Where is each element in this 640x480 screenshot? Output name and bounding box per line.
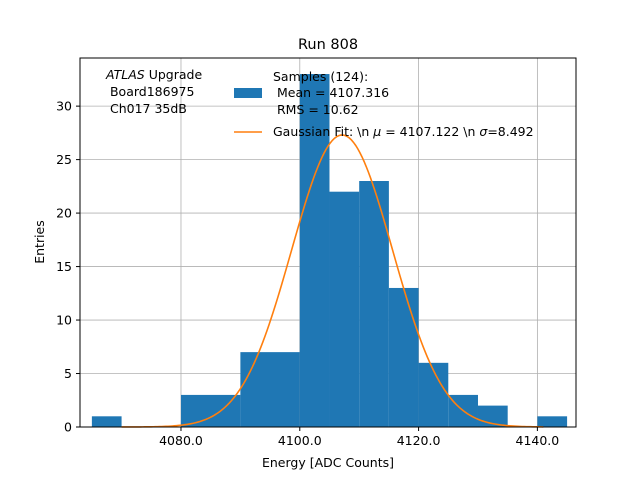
histogram-bar bbox=[299, 74, 330, 427]
legend-histogram-line-1: Samples (124): bbox=[273, 69, 368, 84]
x-tick-label: 4100.0 bbox=[278, 433, 322, 448]
legend-fit-mu: μ bbox=[372, 124, 381, 139]
x-tick-label: 4120.0 bbox=[397, 433, 441, 448]
legend-fit-middle: = 4107.122 \n bbox=[381, 124, 479, 139]
y-tick-label: 15 bbox=[56, 259, 72, 274]
annotation-atlas: ATLAS bbox=[105, 67, 145, 82]
y-tick-label: 0 bbox=[64, 420, 72, 435]
y-tick-label: 20 bbox=[56, 206, 72, 221]
x-tick-label: 4140.0 bbox=[516, 433, 560, 448]
atlas-annotation: ATLAS Upgrade Board186975 Ch017 35dB bbox=[105, 67, 202, 116]
plot-frame bbox=[79, 57, 577, 428]
histogram-bar bbox=[91, 416, 122, 427]
histogram-bar bbox=[359, 181, 389, 427]
legend-fit-prefix: Gaussian Fit: \n bbox=[273, 124, 373, 139]
legend-histogram-swatch bbox=[234, 88, 262, 98]
histogram-bar bbox=[180, 394, 241, 427]
y-tick-label: 10 bbox=[56, 313, 72, 328]
gaussian-fit bbox=[121, 134, 544, 428]
y-tick-label: 30 bbox=[56, 99, 72, 114]
legend-fit-suffix: =8.492 bbox=[487, 124, 533, 139]
gaussian-fit-curve bbox=[121, 134, 544, 428]
histogram-bar bbox=[537, 416, 568, 427]
histogram-bar bbox=[240, 352, 300, 427]
x-tick-label: 4080.0 bbox=[159, 433, 203, 448]
legend-fit-sigma: σ bbox=[479, 124, 488, 139]
annotation-line-3: Ch017 35dB bbox=[106, 101, 187, 116]
annotation-upgrade: Upgrade bbox=[145, 67, 203, 82]
y-axis-ticks: 0 5 10 15 20 25 30 bbox=[56, 99, 80, 435]
histogram-bar bbox=[388, 287, 419, 427]
y-tick-label: 5 bbox=[64, 366, 72, 381]
annotation-line-2: Board186975 bbox=[106, 84, 194, 99]
histogram-bar bbox=[418, 362, 449, 427]
histogram-bars bbox=[91, 74, 568, 427]
histogram-bar bbox=[329, 191, 360, 427]
x-axis-ticks: 4080.0 4100.0 4120.0 4140.0 bbox=[159, 427, 559, 448]
y-axis-label: Entries bbox=[32, 220, 47, 264]
legend-fit-label: Gaussian Fit: \n μ = 4107.122 \n σ=8.492 bbox=[273, 124, 534, 139]
legend-histogram-line-3: RMS = 10.62 bbox=[273, 102, 359, 117]
annotation-line-1: ATLAS Upgrade bbox=[105, 67, 202, 82]
legend: Samples (124): Mean = 4107.316 RMS = 10.… bbox=[234, 69, 534, 139]
legend-histogram-line-2: Mean = 4107.316 bbox=[273, 85, 389, 100]
chart-title: Run 808 bbox=[298, 37, 358, 53]
x-axis-label: Energy [ADC Counts] bbox=[262, 455, 394, 470]
y-tick-label: 25 bbox=[56, 152, 72, 167]
